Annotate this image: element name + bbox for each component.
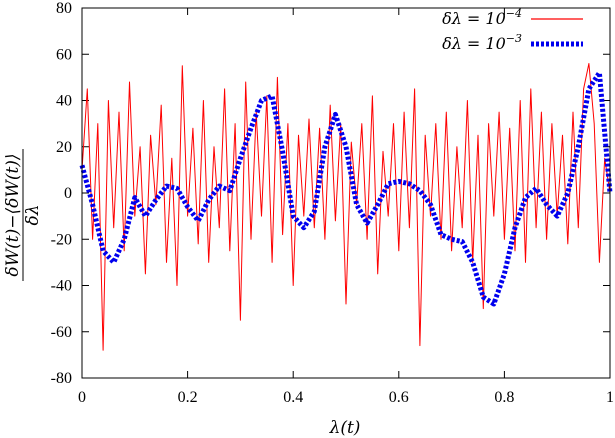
y-axis-label: δW(t)−⟨δW(t)⟩ δλ xyxy=(3,149,43,281)
legend: δλ = 10−4 δλ = 10−3 xyxy=(442,7,583,53)
y-tick-label: 20 xyxy=(56,139,72,156)
x-tick-label: 1 xyxy=(606,389,614,406)
y-tick-label: 40 xyxy=(56,93,72,110)
y-tick-label: 80 xyxy=(56,0,72,17)
y-tick-label: -20 xyxy=(51,231,72,248)
y-tick-label: 0 xyxy=(64,185,72,202)
plot-frame xyxy=(81,7,611,379)
x-tick-label: 0.4 xyxy=(283,389,303,406)
x-axis-label: λ(t) xyxy=(329,418,361,438)
x-tick-label: 0.8 xyxy=(494,389,514,406)
series-layer xyxy=(79,63,613,351)
y-tick-label: -60 xyxy=(51,324,72,341)
x-tick-label: 0.2 xyxy=(178,389,198,406)
x-tick-label: 0 xyxy=(78,389,86,406)
y-axis-title-numerator: δW(t)−⟨δW(t)⟩ xyxy=(3,153,23,276)
series-line-1 xyxy=(81,63,611,351)
x-axis-title: λ(t) xyxy=(329,418,361,438)
y-axis-title-denominator: δλ xyxy=(23,204,43,225)
legend-label-2: δλ = 10−3 xyxy=(442,32,522,53)
x-tick-label: 0.6 xyxy=(389,389,409,406)
y-tick-label: -40 xyxy=(51,278,72,295)
y-tick-label: 60 xyxy=(56,46,72,63)
tick-labels: 0 0.2 0.4 0.6 0.8 1 80 60 40 20 0 -20 -40 -60 -80 xyxy=(51,0,614,406)
legend-label-1: δλ = 10−4 xyxy=(442,7,522,28)
y-tick-label: -80 xyxy=(51,370,72,387)
